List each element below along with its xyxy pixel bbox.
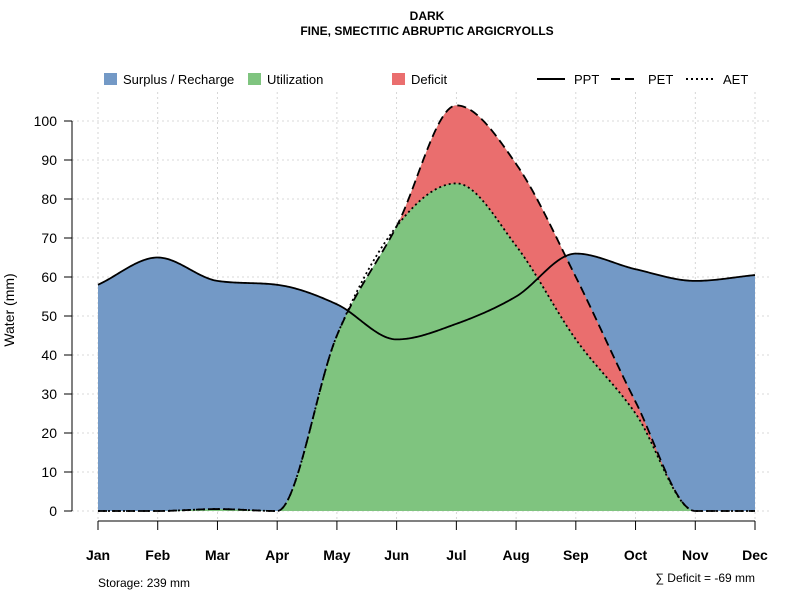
- x-tick-label-sep: Sep: [563, 547, 589, 563]
- y-tick-label: 10: [41, 464, 57, 480]
- x-tick-label-dec: Dec: [742, 547, 768, 563]
- x-tick-label-may: May: [323, 547, 350, 563]
- x-tick-label-jun: Jun: [384, 547, 409, 563]
- x-tick-label-oct: Oct: [624, 547, 648, 563]
- x-tick-label-feb: Feb: [145, 547, 170, 563]
- y-tick-label: 50: [41, 308, 57, 324]
- legend-label: AET: [723, 72, 748, 87]
- aet-line: [98, 182, 755, 512]
- series-lines: [97, 104, 756, 512]
- area-fills: [98, 105, 755, 512]
- x-tick-label-aug: Aug: [502, 547, 529, 563]
- chart-subtitle: FINE, SMECTITIC ABRUPTIC ARGICRYOLLS: [300, 24, 553, 38]
- y-tick-label: 60: [41, 269, 57, 285]
- legend-swatch: [392, 73, 405, 85]
- axes: 0 10 20 30 40 50 60 70 80 90 100 Jan Feb Mar Apr May Jun…: [34, 113, 768, 563]
- deficit-footer: ∑ Deficit = -69 mm: [655, 571, 755, 585]
- x-tick-label-nov: Nov: [682, 547, 709, 563]
- y-tick-label: 100: [34, 113, 58, 129]
- chart-title: DARK: [410, 9, 445, 23]
- y-tick-label: 0: [49, 503, 57, 519]
- x-tick-label-apr: Apr: [265, 547, 290, 563]
- legend-label: Utilization: [267, 72, 323, 87]
- deficit-area: [98, 105, 755, 512]
- legend-label: Surplus / Recharge: [123, 72, 234, 87]
- y-tick-label: 40: [41, 347, 57, 363]
- x-tick-label-jul: Jul: [446, 547, 466, 563]
- y-tick-label: 90: [41, 152, 57, 168]
- y-tick-label: 70: [41, 230, 57, 246]
- legend-label: Deficit: [411, 72, 448, 87]
- legend-swatch: [104, 73, 117, 85]
- y-tick-label: 20: [41, 425, 57, 441]
- legend-label: PPT: [574, 72, 599, 87]
- legend-swatch: [248, 73, 261, 85]
- x-tick-label-jan: Jan: [86, 547, 110, 563]
- utilization-area: [98, 105, 755, 512]
- y-axis-label: Water (mm): [1, 273, 17, 346]
- y-tick-label: 80: [41, 191, 57, 207]
- legend: Surplus / Recharge Utilization Deficit PPT P…: [104, 72, 748, 87]
- storage-footer: Storage: 239 mm: [98, 576, 190, 590]
- ppt-line: [97, 252, 756, 341]
- legend-label: PET: [648, 72, 673, 87]
- y-tick-label: 30: [41, 386, 57, 402]
- x-tick-label-mar: Mar: [205, 547, 230, 563]
